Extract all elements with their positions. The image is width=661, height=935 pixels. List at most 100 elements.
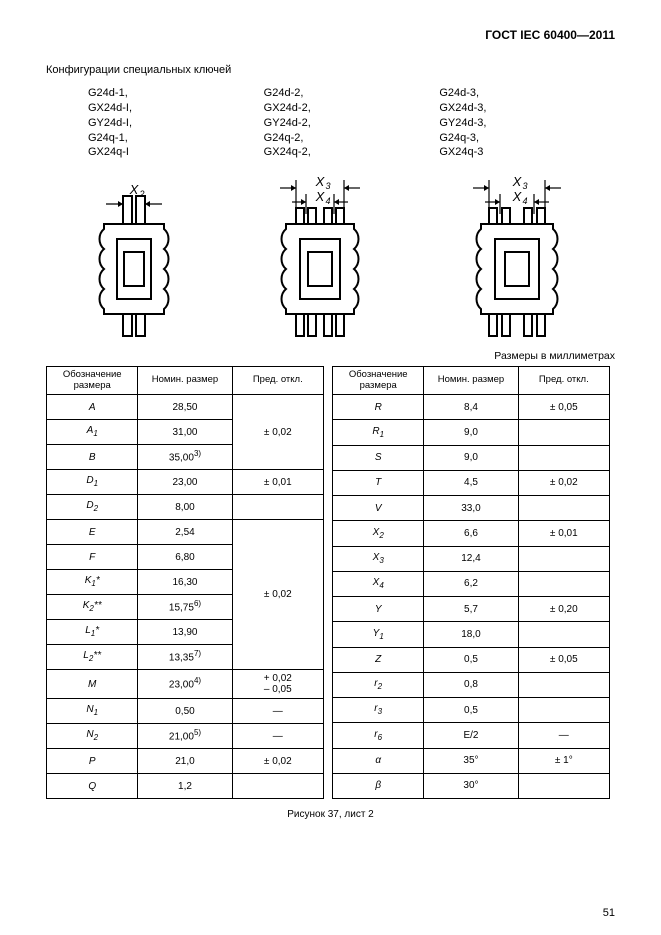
cell-value: 31,00: [138, 420, 232, 445]
cell-tolerance: ± 0,02: [232, 395, 323, 470]
cell-value: 2,54: [138, 520, 232, 545]
th-nominal: Номин. размер: [424, 367, 518, 395]
cell-symbol: P: [47, 749, 138, 774]
svg-text:X: X: [511, 189, 522, 204]
table-row: S9,0: [333, 445, 610, 470]
th-tolerance: Пред. откл.: [232, 367, 323, 395]
cell-value: 1,2: [138, 774, 232, 799]
cell-value: 9,0: [424, 420, 518, 445]
cell-tolerance: —: [518, 723, 609, 748]
cell-tolerance: —: [232, 699, 323, 724]
cell-symbol: N2: [47, 724, 138, 749]
cell-symbol: X4: [333, 571, 424, 596]
cell-tolerance: [518, 622, 609, 647]
key-item: GX24q-3: [439, 145, 615, 160]
svg-text:4: 4: [326, 196, 331, 206]
dimensions-table-right: Обозначение размера Номин. размер Пред. …: [332, 366, 610, 799]
svg-text:X: X: [315, 189, 326, 204]
key-item: G24q-2,: [264, 131, 440, 146]
key-item: GX24d-I,: [88, 101, 264, 116]
key-item: GX24d-3,: [439, 101, 615, 116]
table-row: Y118,0: [333, 622, 610, 647]
section-title: Конфигурации специальных ключей: [46, 64, 615, 76]
table-row: X312,4: [333, 546, 610, 571]
cell-value: 33,0: [424, 496, 518, 521]
cell-tolerance: ± 0,01: [232, 470, 323, 495]
cell-tolerance: [518, 445, 609, 470]
table-row: P21,0± 0,02: [47, 749, 324, 774]
cell-symbol: S: [333, 445, 424, 470]
key-item: GY24d-I,: [88, 116, 264, 131]
cell-tolerance: ± 0,05: [518, 647, 609, 672]
cell-value: 5,7: [424, 597, 518, 622]
th-symbol: Обозначение размера: [47, 367, 138, 395]
cell-tolerance: [518, 672, 609, 697]
cell-symbol: T: [333, 470, 424, 495]
cell-symbol: N1: [47, 699, 138, 724]
key-col-2: G24d-2,GX24d-2,GY24d-2,G24q-2,GX24q-2,: [264, 86, 440, 160]
table-row: N221,005)—: [47, 724, 324, 749]
cell-tolerance: [518, 773, 609, 798]
cell-symbol: β: [333, 773, 424, 798]
connector-diagram-2: X 3 X 4: [250, 174, 390, 344]
cell-symbol: Q: [47, 774, 138, 799]
svg-text:X: X: [511, 174, 522, 189]
cell-value: 30°: [424, 773, 518, 798]
cell-value: 0,5: [424, 698, 518, 723]
table-row: β30°: [333, 773, 610, 798]
table-row: α35°± 1°: [333, 748, 610, 773]
cell-value: 12,4: [424, 546, 518, 571]
svg-text:2: 2: [139, 189, 145, 199]
key-config-columns: G24d-1,GX24d-I,GY24d-I,G24q-1,GX24q-I G2…: [88, 86, 615, 160]
cell-value: 23,00: [138, 470, 232, 495]
svg-text:X: X: [315, 174, 326, 189]
cell-symbol: α: [333, 748, 424, 773]
cell-value: 15,756): [138, 595, 232, 620]
svg-text:3: 3: [326, 181, 331, 191]
th-tolerance: Пред. откл.: [518, 367, 609, 395]
cell-tolerance: [518, 546, 609, 571]
table-row: r20,8: [333, 672, 610, 697]
key-col-3: G24d-3,GX24d-3,GY24d-3,G24q-3,GX24q-3: [439, 86, 615, 160]
connector-diagram-3: X 3 X 4: [447, 174, 587, 344]
table-row: X26,6± 0,01: [333, 521, 610, 546]
cell-value: 0,50: [138, 699, 232, 724]
table-row: r30,5: [333, 698, 610, 723]
key-item: G24d-1,: [88, 86, 264, 101]
cell-symbol: E: [47, 520, 138, 545]
cell-symbol: D1: [47, 470, 138, 495]
cell-symbol: r6: [333, 723, 424, 748]
cell-tolerance: ± 0,02: [518, 470, 609, 495]
cell-tolerance: [518, 496, 609, 521]
cell-symbol: Z: [333, 647, 424, 672]
key-item: G24d-3,: [439, 86, 615, 101]
cell-symbol: F: [47, 545, 138, 570]
cell-tolerance: + 0,02– 0,05: [232, 670, 323, 699]
cell-symbol: A1: [47, 420, 138, 445]
cell-symbol: K2**: [47, 595, 138, 620]
table-row: r6E/2—: [333, 723, 610, 748]
cell-symbol: r3: [333, 698, 424, 723]
cell-value: 13,90: [138, 620, 232, 645]
cell-tolerance: [232, 774, 323, 799]
cell-tolerance: [518, 698, 609, 723]
cell-value: 8,00: [138, 495, 232, 520]
cell-symbol: X2: [333, 521, 424, 546]
cell-value: 6,6: [424, 521, 518, 546]
table-row: E2,54± 0,02: [47, 520, 324, 545]
cell-value: 8,4: [424, 395, 518, 420]
cell-value: E/2: [424, 723, 518, 748]
cell-value: 35,003): [138, 445, 232, 470]
cell-symbol: L2**: [47, 645, 138, 670]
cell-value: 4,5: [424, 470, 518, 495]
cell-tolerance: ± 0,05: [518, 395, 609, 420]
svg-text:3: 3: [522, 181, 527, 191]
table-row: Y5,7± 0,20: [333, 597, 610, 622]
cell-symbol: A: [47, 395, 138, 420]
svg-text:4: 4: [522, 196, 527, 206]
table-row: V33,0: [333, 496, 610, 521]
cell-symbol: D2: [47, 495, 138, 520]
cell-value: 23,004): [138, 670, 232, 699]
cell-tolerance: ± 0,01: [518, 521, 609, 546]
table-row: N10,50—: [47, 699, 324, 724]
